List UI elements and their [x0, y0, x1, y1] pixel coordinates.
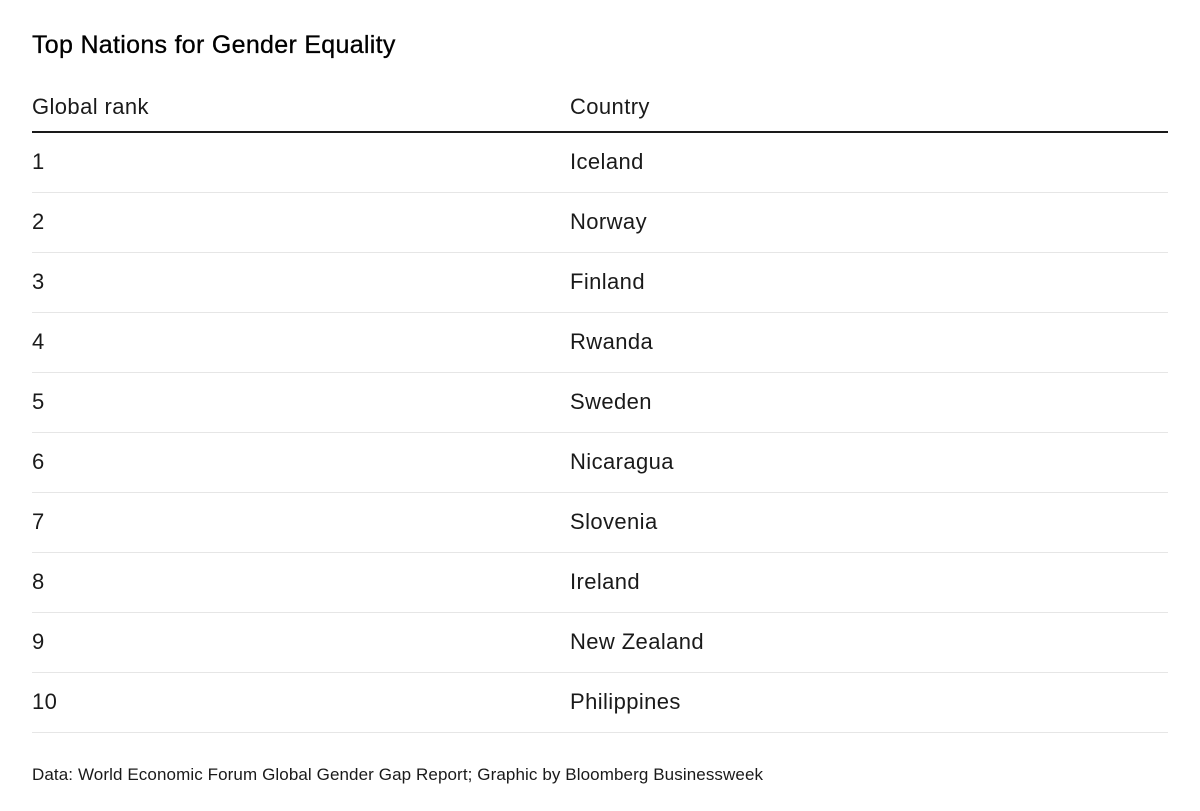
rank-cell: 10 — [32, 689, 58, 715]
country-cell: Norway — [570, 209, 647, 235]
country-cell: Slovenia — [570, 509, 658, 535]
rank-cell: 8 — [32, 569, 45, 595]
country-cell: Philippines — [570, 689, 681, 715]
table-row: 5 Sweden — [32, 373, 1168, 433]
table-row: 4 Rwanda — [32, 313, 1168, 373]
country-cell: Finland — [570, 269, 645, 295]
rank-cell: 6 — [32, 449, 45, 475]
table-row: 2 Norway — [32, 193, 1168, 253]
source-note: Data: World Economic Forum Global Gender… — [32, 764, 764, 784]
table-row: 9 New Zealand — [32, 613, 1168, 673]
table-row: 8 Ireland — [32, 553, 1168, 613]
country-cell: Rwanda — [570, 329, 654, 355]
country-cell: Ireland — [570, 569, 641, 595]
country-cell: Nicaragua — [570, 449, 674, 475]
country-cell: New Zealand — [570, 629, 705, 655]
country-cell: Iceland — [570, 149, 644, 175]
table-row: 10 Philippines — [32, 673, 1168, 733]
rank-cell: 1 — [32, 149, 45, 175]
rank-cell: 9 — [32, 629, 45, 655]
rank-cell: 4 — [32, 329, 45, 355]
column-header-country: Country — [570, 93, 650, 119]
table-row: 7 Slovenia — [32, 493, 1168, 553]
column-header-global-rank: Global rank — [32, 93, 149, 119]
table-row: 6 Nicaragua — [32, 433, 1168, 493]
table-header-row: Global rank Country — [32, 94, 1168, 133]
rank-cell: 5 — [32, 389, 45, 415]
rank-cell: 2 — [32, 209, 45, 235]
country-cell: Sweden — [570, 389, 652, 415]
rank-table: Global rank Country 1 Iceland 2 Norway 3… — [32, 94, 1168, 733]
rank-cell: 7 — [32, 509, 45, 535]
table-row: 3 Finland — [32, 253, 1168, 313]
rank-cell: 3 — [32, 269, 45, 295]
chart-title: Top Nations for Gender Equality — [32, 31, 396, 59]
table-row: 1 Iceland — [32, 133, 1168, 193]
